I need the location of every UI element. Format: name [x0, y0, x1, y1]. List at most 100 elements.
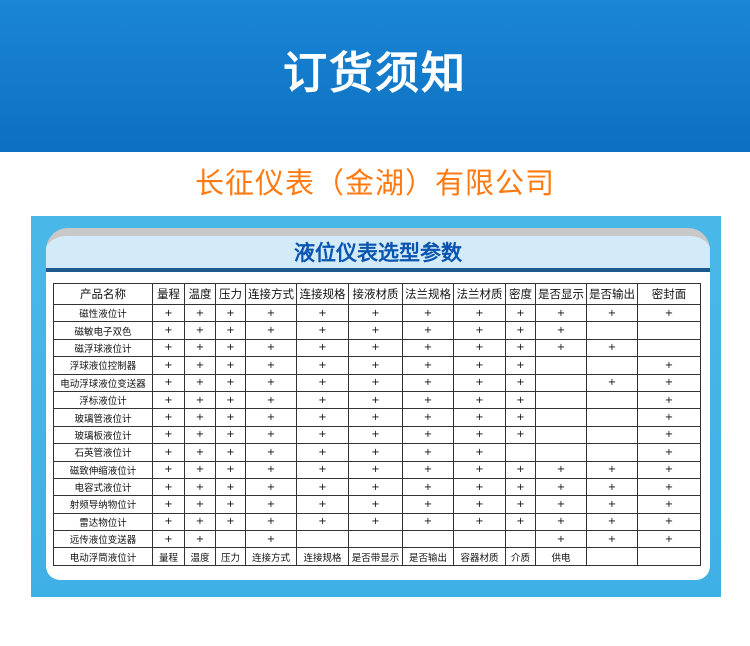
product-name-cell: 石英管液位计: [53, 443, 153, 462]
parameter-cell: +: [453, 338, 506, 358]
parameter-cell: +: [535, 512, 587, 532]
parameter-cell: [453, 530, 506, 549]
parameter-cell: +: [505, 460, 536, 479]
parameter-cell: +: [245, 321, 297, 340]
parameter-cell: +: [402, 512, 454, 532]
parameter-cell: +: [453, 495, 506, 514]
product-name-cell: 浮标液位计: [53, 390, 153, 410]
parameter-cell: [586, 408, 638, 427]
parameter-cell: +: [586, 495, 638, 514]
parameter-cell: +: [348, 477, 403, 497]
parameter-cell: +: [348, 321, 403, 340]
parameter-cell: +: [453, 425, 506, 445]
product-name-cell: 电动浮筒液位计: [53, 547, 153, 566]
parameter-cell: +: [348, 390, 403, 410]
parameter-cell: +: [586, 373, 638, 392]
parameter-cell: +: [637, 373, 701, 392]
table-row: 电容式液位计 + + + + + + + + + + + +: [53, 477, 701, 497]
parameter-cell: +: [152, 321, 185, 340]
product-name-cell: 电动浮球液位变送器: [53, 373, 153, 392]
parameter-cell: +: [348, 303, 403, 323]
parameter-cell: [535, 443, 587, 462]
table-row: 浮标液位计 + + + + + + + + + +: [53, 390, 701, 410]
parameter-cell: +: [152, 425, 185, 445]
parameter-cell: +: [184, 443, 216, 462]
column-header: 密度: [505, 283, 536, 305]
parameter-cell: +: [402, 460, 454, 479]
parameter-cell: +: [296, 373, 349, 392]
parameter-cell: +: [505, 408, 536, 427]
parameter-cell: +: [586, 303, 638, 323]
parameter-cell: +: [184, 495, 216, 514]
product-name-cell: 磁浮球液位计: [53, 338, 153, 358]
banner-title: 订货须知: [283, 48, 467, 99]
parameter-cell: +: [505, 495, 536, 514]
selection-parameter-table: 产品名称 量程 温度 压力 连接方式 连接规格 接液材质 法兰规格 法兰材质 密度 是否显示 是否输出…: [53, 283, 701, 566]
parameter-cell: +: [184, 303, 216, 323]
parameter-cell: +: [296, 477, 349, 497]
parameter-cell: +: [152, 460, 185, 479]
parameter-cell: +: [505, 303, 536, 323]
parameter-cell: +: [152, 443, 185, 462]
table-row: 雷达物位计 + + + + + + + + + + + +: [53, 512, 701, 532]
parameter-cell: +: [296, 460, 349, 479]
parameter-cell: +: [152, 530, 185, 549]
parameter-cell: +: [152, 303, 185, 323]
parameter-cell: +: [215, 460, 246, 479]
column-header: 连接规格: [296, 283, 349, 305]
panel-title: 液位仪表选型参数: [294, 241, 462, 265]
column-header: 接液材质: [348, 283, 403, 305]
parameter-cell: +: [535, 477, 587, 497]
parameter-cell: +: [152, 338, 185, 358]
parameter-cell: +: [637, 303, 701, 323]
parameter-cell: +: [296, 356, 349, 375]
parameter-cell: +: [637, 425, 701, 445]
parameter-cell: 压力: [215, 547, 246, 566]
parameter-cell: 连接规格: [296, 547, 349, 566]
parameter-cell: +: [453, 460, 506, 479]
parameter-cell: +: [245, 512, 297, 532]
parameter-cell: +: [215, 495, 246, 514]
table-row: 电动浮筒液位计 量程 温度 压力 连接方式 连接规格 是否带显示 是否输出 容器材质 介质 供电: [53, 547, 701, 566]
parameter-cell: +: [637, 512, 701, 532]
column-header: 法兰材质: [453, 283, 506, 305]
parameter-cell: +: [152, 373, 185, 392]
parameter-cell: +: [505, 425, 536, 445]
parameter-cell: +: [453, 356, 506, 375]
parameter-cell: +: [215, 425, 246, 445]
parameter-cell: [535, 373, 587, 392]
parameter-cell: [535, 390, 587, 410]
parameter-cell: 连接方式: [245, 547, 297, 566]
parameter-cell: [535, 425, 587, 445]
parameter-cell: +: [505, 356, 536, 375]
table-row: 磁浮球液位计 + + + + + + + + + + +: [53, 338, 701, 358]
product-name-cell: 玻璃板液位计: [53, 425, 153, 445]
column-header: 是否输出: [586, 283, 638, 305]
parameter-cell: +: [215, 390, 246, 410]
parameter-cell: +: [402, 425, 454, 445]
parameter-cell: +: [402, 408, 454, 427]
parameter-cell: +: [184, 356, 216, 375]
parameter-cell: +: [453, 477, 506, 497]
parameter-cell: +: [245, 530, 297, 549]
parameter-cell: +: [348, 408, 403, 427]
parameter-cell: +: [348, 425, 403, 445]
parameter-cell: +: [296, 495, 349, 514]
parameter-cell: +: [402, 390, 454, 410]
parameter-cell: +: [245, 477, 297, 497]
parameter-cell: +: [215, 408, 246, 427]
parameter-cell: +: [152, 356, 185, 375]
parameter-cell: +: [215, 338, 246, 358]
column-header: 连接方式: [245, 283, 297, 305]
company-watermark: 长征仪表（金湖）有限公司: [194, 166, 555, 200]
parameter-cell: +: [505, 338, 536, 358]
parameter-cell: +: [453, 443, 506, 462]
table-row: 石英管液位计 + + + + + + + + +: [53, 443, 701, 462]
parameter-cell: +: [296, 425, 349, 445]
table-row: 磁致伸缩液位计 + + + + + + + + + + + +: [53, 460, 701, 479]
parameter-cell: [215, 530, 246, 549]
parameter-cell: [586, 321, 638, 340]
parameter-cell: +: [245, 338, 297, 358]
parameter-cell: +: [348, 373, 403, 392]
parameter-cell: [586, 356, 638, 375]
